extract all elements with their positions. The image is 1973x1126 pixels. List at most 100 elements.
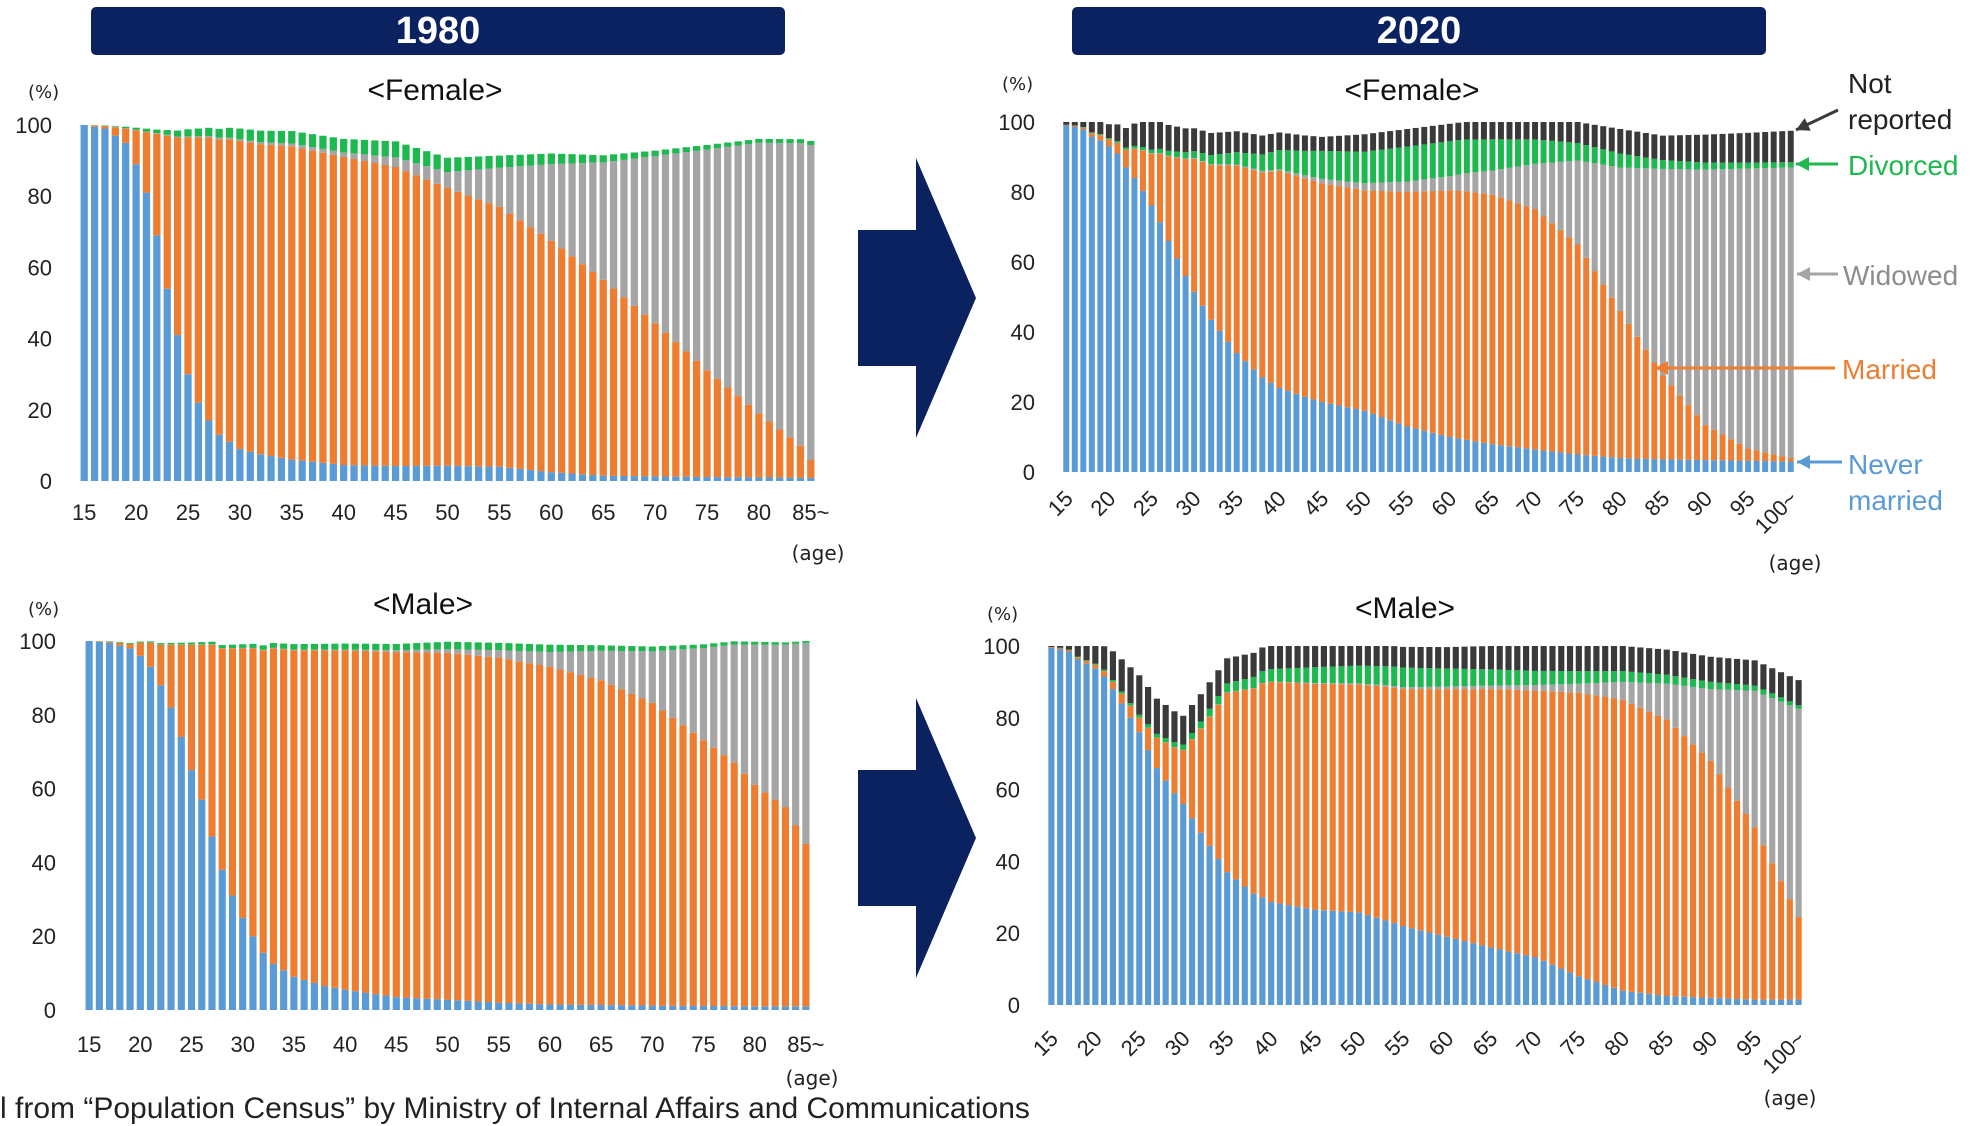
bar-segment-divorced-age-32: [257, 131, 264, 142]
bar-segment-divorced-age-18: [1089, 132, 1095, 133]
bar-segment-married-age-93: [1734, 801, 1740, 999]
bar-segment-married-age-33: [1217, 165, 1223, 331]
bar-segment-never_married-age-15: [1048, 648, 1054, 1005]
bar-segment-not_reported-age-66: [1497, 646, 1503, 670]
bar-segment-married-age-36: [301, 650, 308, 980]
bar-segment-widowed-age-28: [1174, 157, 1180, 158]
bar-segment-widowed-age-88: [1690, 687, 1696, 744]
bar-segment-widowed-age-68: [631, 159, 638, 306]
bar-segment-widowed-age-49: [434, 649, 441, 652]
bar-segment-divorced-age-18: [112, 126, 119, 127]
bar-segment-married-age-84: [792, 826, 799, 1007]
bar-segment-divorced-age-39: [1268, 152, 1274, 170]
bar-segment-widowed-age-84: [1651, 169, 1657, 363]
bar-segment-married-age-30: [1191, 159, 1197, 292]
bar-segment-divorced-age-60: [546, 645, 553, 652]
bar-segment-divorced-age-100: [1788, 162, 1794, 167]
bar-segment-not_reported-age-100: [1796, 680, 1802, 705]
bar-segment-not_reported-age-91: [1716, 657, 1722, 682]
bar-segment-never_married-age-71: [1541, 450, 1547, 472]
arrowhead-icon: [1796, 157, 1809, 171]
bar-segment-married-age-35: [1234, 166, 1240, 353]
bar-segment-divorced-age-46: [402, 145, 409, 161]
bar-segment-widowed-age-81: [766, 143, 773, 422]
bar-segment-divorced-age-59: [1438, 142, 1444, 177]
bar-segment-divorced-age-30: [1180, 745, 1186, 750]
bar-segment-widowed-age-66: [1498, 169, 1504, 197]
bar-segment-not_reported-age-50: [1362, 134, 1368, 152]
bar-segment-never_married-age-35: [1224, 872, 1230, 1005]
bar-segment-widowed-age-29: [1183, 158, 1189, 159]
bar-segment-married-age-16: [1057, 648, 1063, 649]
bar-segment-widowed-age-80: [751, 645, 758, 785]
bar-segment-widowed-age-27: [205, 136, 212, 137]
bar-segment-divorced-age-59: [1435, 668, 1441, 686]
bar-segment-widowed-age-65: [1488, 685, 1494, 689]
bar-segment-widowed-age-77: [720, 646, 727, 755]
bar-segment-divorced-age-50: [444, 158, 451, 172]
bar-segment-not_reported-age-42: [1293, 134, 1299, 150]
bar-segment-married-age-65: [1488, 689, 1494, 947]
bar-segment-never_married-age-60: [1444, 937, 1450, 1005]
bar-segment-never_married-age-53: [1382, 920, 1388, 1005]
bar-segment-married-age-86: [1668, 385, 1674, 459]
bar-segment-married-age-99: [1779, 456, 1785, 461]
bar-segment-divorced-age-71: [1541, 671, 1547, 685]
bar-segment-divorced-age-21: [1101, 670, 1107, 671]
bar-segment-widowed-age-97: [1769, 698, 1775, 863]
bar-segment-divorced-age-57: [1418, 668, 1424, 687]
x-axis-label: (age): [792, 541, 845, 565]
bar-segment-never_married-age-68: [628, 1005, 635, 1010]
bar-segment-widowed-age-54: [485, 169, 492, 204]
bar-segment-divorced-age-74: [1567, 671, 1573, 684]
x-tick-label: 55: [1380, 1026, 1415, 1061]
bar-segment-married-age-66: [1498, 198, 1504, 446]
bar-segment-divorced-age-18: [1075, 657, 1081, 658]
bar-segment-divorced-age-60: [1444, 669, 1450, 687]
bar-segment-married-age-31: [247, 143, 254, 452]
bar-segment-divorced-age-19: [1083, 660, 1089, 661]
bar-segment-never_married-age-77: [1593, 982, 1599, 1005]
bar-segment-divorced-age-23: [1119, 692, 1125, 694]
x-axis-label: (age): [786, 1066, 839, 1090]
bar-segment-widowed-age-68: [1515, 166, 1521, 203]
bar-segment-married-age-74: [1566, 237, 1572, 453]
bar-segment-divorced-age-67: [618, 646, 625, 651]
bar-segment-never_married-age-59: [1435, 935, 1441, 1005]
bar-segment-not_reported-age-29: [1183, 128, 1189, 152]
bar-segment-married-age-34: [1225, 166, 1231, 342]
bar-segment-married-age-55: [495, 658, 502, 1003]
bar-segment-never_married-age-66: [608, 1005, 615, 1010]
bar-segment-married-age-59: [1435, 689, 1441, 935]
bar-segment-never_married-age-38: [1259, 378, 1265, 473]
bar-segment-married-age-64: [1479, 689, 1485, 945]
bar-segment-widowed-age-70: [1532, 685, 1538, 690]
bar-segment-divorced-age-95: [1752, 685, 1758, 690]
bar-segment-divorced-age-43: [371, 140, 378, 155]
bar-segment-never_married-age-34: [278, 458, 285, 481]
bar-segment-divorced-age-54: [485, 643, 492, 650]
bar-segment-widowed-age-38: [1259, 171, 1265, 173]
bar-segment-not_reported-age-54: [1396, 130, 1402, 148]
bar-segment-divorced-age-72: [669, 646, 676, 650]
bar-segment-married-age-17: [101, 126, 108, 128]
bar-segment-married-age-37: [1242, 690, 1248, 887]
bar-segment-never_married-age-42: [1286, 905, 1292, 1005]
bar-segment-widowed-age-87: [1677, 169, 1683, 395]
bar-segment-widowed-age-76: [1583, 162, 1589, 258]
bar-segment-never_married-age-28: [1163, 781, 1169, 1005]
bar-segment-married-age-20: [132, 130, 139, 164]
bar-segment-widowed-age-53: [1382, 685, 1388, 687]
bar-segment-widowed-age-28: [216, 138, 223, 140]
bar-segment-divorced-age-57: [516, 644, 523, 651]
bar-segment-not_reported-age-32: [1198, 694, 1204, 721]
bar-segment-widowed-age-44: [382, 650, 389, 652]
bar-segment-widowed-age-38: [319, 149, 326, 153]
bar-segment-married-age-59: [537, 234, 544, 471]
bar-segment-not_reported-age-79: [1609, 128, 1615, 152]
x-tick-label: 15: [1028, 1026, 1063, 1061]
bar-segment-not_reported-age-41: [1277, 646, 1283, 669]
bar-segment-married-age-90: [1703, 425, 1709, 460]
bar-segment-married-age-82: [1634, 337, 1640, 459]
bar-segment-not_reported-age-49: [1353, 135, 1359, 152]
